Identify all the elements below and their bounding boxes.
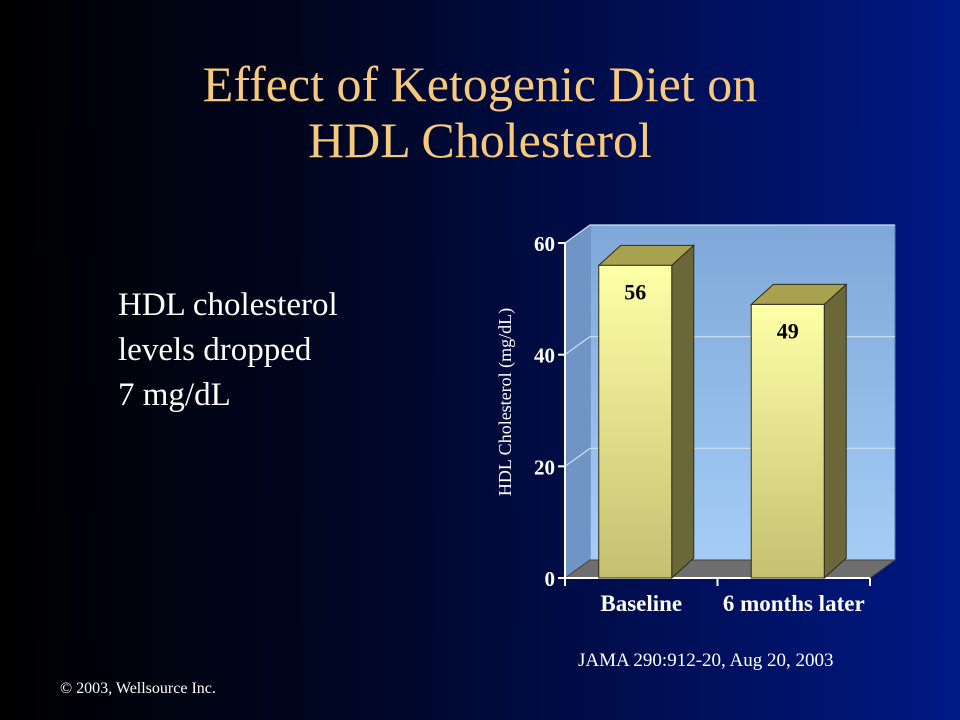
x-axis: Baseline 6 months later [564,577,871,616]
slide-title-line-2: HDL Cholesterol [308,112,652,168]
bar-front [750,303,825,579]
bar-value-label: 56 [624,279,646,304]
summary-line-1: HDL cholesterol [118,287,338,323]
bars: 56 49 [597,244,848,580]
summary-line-2: levels dropped [118,332,312,368]
y-tick-label: 20 [534,455,555,479]
gridline-side [564,224,591,244]
bar-side [823,283,847,580]
gridline-side [564,336,591,356]
y-tick-label: 60 [534,232,555,256]
x-tick-label: 6 months later [723,591,865,616]
y-axis: 0 20 40 60 [534,232,566,591]
summary-line-3: 7 mg/dL [118,377,231,413]
slide-title-line-1: Effect of Ketogenic Diet on [202,56,758,112]
copyright-notice: © 2003, Wellsource Inc. [60,680,216,697]
bar-value-label: 49 [777,318,799,343]
y-tick-label: 0 [545,567,556,591]
bar-2: 49 [749,283,848,580]
bar-1: 56 [597,244,696,580]
gridline-side [564,447,591,467]
y-axis-label: HDL Cholesterol (mg/dL) [495,308,516,496]
summary-text: HDL cholesterol levels dropped 7 mg/dL [118,283,338,418]
source-citation: JAMA 290:912-20, Aug 20, 2003 [578,650,834,671]
slide-title: Effect of Ketogenic Diet on HDL Choleste… [0,56,960,168]
x-tick-label: Baseline [600,591,682,616]
plot-side-wall [565,225,590,578]
bar-front [598,264,673,579]
y-tick-label: 40 [534,344,555,368]
bar-side [671,244,695,580]
